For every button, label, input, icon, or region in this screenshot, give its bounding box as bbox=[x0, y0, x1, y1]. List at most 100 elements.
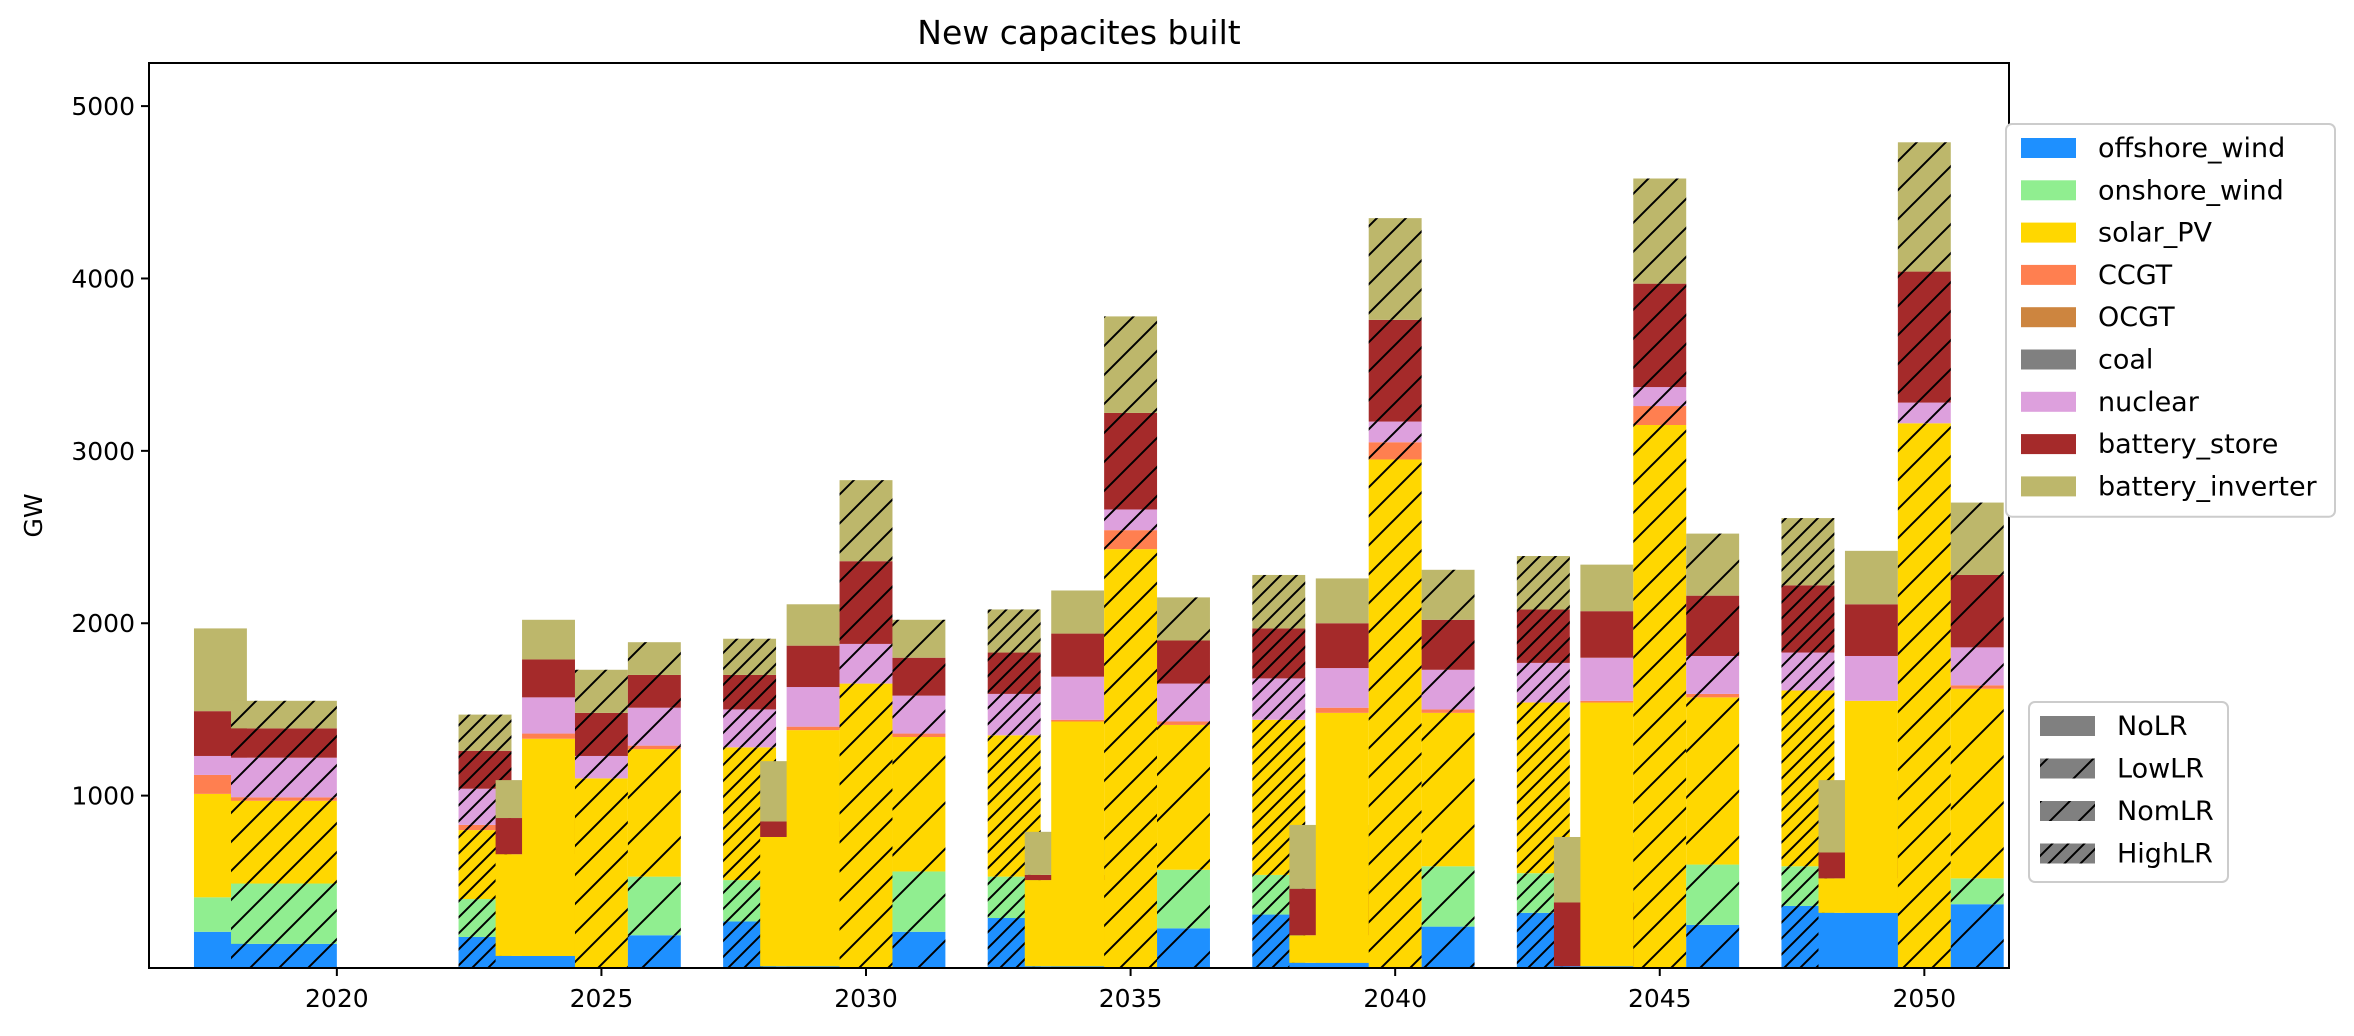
segment-hatch-CCGT bbox=[1104, 530, 1158, 550]
legend-swatch-onshore_wind bbox=[2021, 180, 2076, 201]
segment-hatch-battery_store bbox=[1897, 271, 1951, 403]
segment-hatch-battery_inverter bbox=[1157, 597, 1210, 641]
bar-2045-4-LowLR bbox=[1686, 533, 1740, 968]
segment-hatch-onshore_wind bbox=[1421, 866, 1475, 927]
legend-swatch-battery_inverter bbox=[2021, 476, 2076, 497]
segment-CCGT bbox=[786, 726, 840, 731]
segment-hatch-battery_store bbox=[1421, 619, 1475, 670]
y-tick-label: 5000 bbox=[71, 92, 135, 121]
segment-hatch-CCGT bbox=[231, 797, 337, 801]
legend-label-HighLR: HighLR bbox=[2117, 839, 2213, 870]
legend-swatch-coal bbox=[2021, 349, 2076, 370]
segment-battery_inverter bbox=[1580, 564, 1634, 612]
y-tick-label: 2000 bbox=[71, 609, 135, 638]
segment-hatch-solar_PV bbox=[1368, 459, 1422, 968]
bar-2040-2-NoLR bbox=[1315, 578, 1369, 968]
segment-battery_store bbox=[1844, 604, 1898, 656]
segment-hatch-onshore_wind bbox=[1157, 869, 1210, 929]
bar-2050-3-NomLR bbox=[1897, 142, 1951, 968]
segment-hatch-battery_inverter bbox=[1421, 569, 1475, 620]
bar-2030-4-LowLR bbox=[892, 619, 946, 968]
segment-hatch-nuclear bbox=[574, 755, 628, 779]
segment-hatch-nuclear bbox=[1516, 662, 1570, 703]
segment-nuclear bbox=[1051, 676, 1105, 720]
legend-label-battery_inverter: battery_inverter bbox=[2098, 471, 2318, 502]
segment-solar_PV bbox=[1315, 712, 1369, 963]
segment-hatch-offshore_wind bbox=[627, 935, 681, 968]
x-tick-label: 2045 bbox=[1628, 984, 1692, 1013]
bar-2020-1-NomLR bbox=[231, 700, 337, 968]
segment-nuclear bbox=[522, 697, 575, 734]
legend-hatch-LowLR bbox=[2040, 758, 2095, 779]
segment-battery_store bbox=[522, 659, 575, 698]
segment-hatch-onshore_wind bbox=[1686, 864, 1740, 925]
segment-nuclear bbox=[1844, 655, 1898, 701]
segment-solar_PV bbox=[1051, 721, 1105, 967]
segment-hatch-onshore_wind bbox=[892, 871, 946, 932]
segment-hatch-nuclear bbox=[1157, 683, 1210, 722]
legend-label-OCGT: OCGT bbox=[2098, 302, 2175, 333]
segment-battery_store bbox=[1051, 633, 1105, 677]
segment-hatch-battery_inverter bbox=[1516, 556, 1570, 610]
segment-hatch-CCGT bbox=[1950, 685, 2004, 689]
scenario-legend-frame bbox=[2028, 701, 2229, 883]
segment-hatch-battery_store bbox=[1633, 283, 1687, 388]
segment-hatch-nuclear bbox=[1950, 647, 2004, 686]
segment-hatch-nuclear bbox=[1104, 509, 1158, 531]
bar-2025-2-NoLR bbox=[522, 619, 575, 968]
segment-battery_store bbox=[786, 645, 840, 688]
x-tick-label: 2020 bbox=[305, 984, 369, 1013]
segment-hatch-offshore_wind bbox=[1157, 928, 1210, 968]
segment-hatch-CCGT bbox=[627, 745, 681, 750]
segment-solar_PV bbox=[522, 738, 575, 956]
legend-swatch-OCGT bbox=[2021, 307, 2076, 328]
x-tick-label: 2050 bbox=[1893, 984, 1957, 1013]
bar-2025-3-NomLR bbox=[574, 669, 628, 968]
segment-hatch-nuclear bbox=[1897, 402, 1951, 424]
technology-legend: offshore_wind onshore_wind solar_PV CCGT OCG… bbox=[2005, 123, 2336, 518]
x-tick-label: 2030 bbox=[834, 984, 898, 1013]
segment-solar_PV bbox=[786, 730, 840, 967]
segment-hatch-battery_inverter bbox=[574, 669, 628, 713]
segment-hatch-offshore_wind bbox=[892, 931, 946, 968]
legend-swatch-NoLR bbox=[2040, 716, 2095, 736]
segment-hatch-battery_inverter bbox=[231, 700, 337, 729]
y-tick-label: 3000 bbox=[71, 437, 135, 466]
x-tick-label: 2025 bbox=[570, 984, 634, 1013]
segment-hatch-solar_PV bbox=[892, 737, 946, 872]
segment-hatch-battery_store bbox=[892, 657, 946, 696]
segment-hatch-solar_PV bbox=[1633, 425, 1687, 968]
segment-hatch-solar_PV bbox=[1950, 688, 2004, 879]
segment-hatch-battery_inverter bbox=[1686, 533, 1740, 596]
segment-hatch-battery_inverter bbox=[458, 714, 512, 751]
segment-hatch-nuclear bbox=[1686, 655, 1740, 694]
segment-hatch-CCGT bbox=[1368, 442, 1422, 460]
legend-label-solar_PV: solar_PV bbox=[2098, 218, 2213, 249]
segment-battery_store bbox=[1580, 611, 1634, 658]
segment-hatch-solar_PV bbox=[574, 778, 628, 968]
segment-hatch-battery_inverter bbox=[1368, 218, 1422, 320]
segment-hatch-nuclear bbox=[839, 643, 893, 684]
bar-2030-2-NoLR bbox=[786, 604, 840, 968]
legend-label-offshore_wind: offshore_wind bbox=[2098, 133, 2285, 164]
segment-hatch-battery_inverter bbox=[1950, 502, 2004, 575]
bar-2035-3-NomLR bbox=[1104, 316, 1158, 968]
legend-label-onshore_wind: onshore_wind bbox=[2098, 175, 2284, 206]
bar-2025-4-LowLR bbox=[627, 642, 681, 968]
segment-hatch-battery_store bbox=[231, 728, 337, 758]
segment-hatch-battery_store bbox=[1686, 595, 1740, 656]
legend-label-CCGT: CCGT bbox=[2098, 260, 2173, 291]
segment-hatch-CCGT bbox=[458, 824, 512, 831]
segment-CCGT bbox=[1051, 719, 1105, 722]
segment-nuclear bbox=[786, 687, 840, 727]
segment-hatch-offshore_wind bbox=[1950, 904, 2004, 968]
y-tick-label: 1000 bbox=[71, 782, 135, 811]
segment-hatch-nuclear bbox=[892, 695, 946, 734]
segment-hatch-offshore_wind bbox=[1686, 924, 1740, 968]
segment-hatch-solar_PV bbox=[231, 800, 337, 884]
segment-hatch-battery_store bbox=[1950, 574, 2004, 648]
axes-layer: 1000 2000 3000 4000 5000 2020 2025 2030 2035 2040… bbox=[71, 62, 2010, 1013]
segment-hatch-offshore_wind bbox=[231, 943, 337, 968]
segment-battery_inverter bbox=[1844, 550, 1898, 605]
